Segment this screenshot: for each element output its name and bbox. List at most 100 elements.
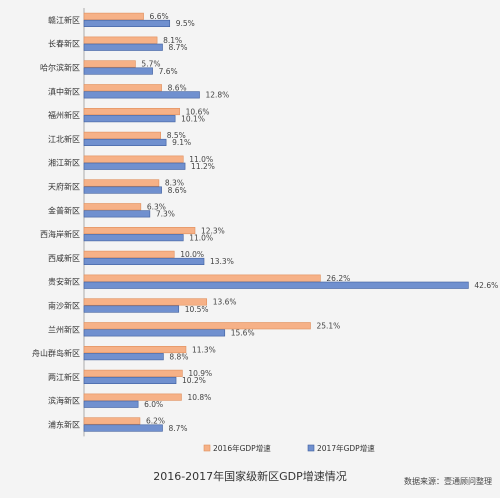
legend-label-2017: 2017年GDP增速 [317,443,375,453]
value-label-2017: 9.1% [172,138,191,147]
bar-2017 [83,210,151,218]
value-label-2016: 8.5% [167,131,186,140]
value-label-2017: 10.5% [185,305,209,314]
legend-swatch-2016 [203,444,211,452]
bar-2017 [83,115,176,123]
value-label-2016: 6.6% [150,12,169,21]
category-label: 天府新区 [48,182,80,192]
bar-2017 [83,424,163,432]
bar-2016 [83,12,144,20]
bar-2017 [83,257,205,266]
legend: 2016年GDP增速 2017年GDP增速 [203,443,375,453]
bar-2016 [83,60,136,68]
value-label-2017: 8.7% [169,424,188,433]
bar-2016 [83,203,142,211]
value-label-2017: 15.6% [231,329,255,338]
bar-2016 [83,250,175,258]
value-label-2016: 6.2% [146,417,165,426]
bar-2017 [83,43,163,51]
category-label: 西海岸新区 [40,229,80,239]
value-label-2016: 25.1% [316,322,340,331]
bar-2017 [83,329,226,337]
legend-swatch-2017 [307,444,315,452]
bars-layer [83,12,469,432]
value-label-2016: 10.6% [186,107,210,116]
labels-layer: 赣江新区 6.6%9.5%长春新区 8.1%8.7%哈尔滨新区 5.7%7.6%滇中新… [32,12,498,433]
category-label: 湘江新区 [48,158,80,168]
bar-2016 [83,298,208,306]
bar-2016 [83,227,196,235]
bar-2016 [83,108,180,116]
category-label: 滇中新区 [48,86,80,96]
value-label-2016: 6.3% [147,203,166,212]
category-label: 滨海新区 [48,396,80,406]
value-label-2016: 8.3% [165,179,184,188]
data-source-note: 数据来源：壹通顾问整理 [404,477,492,486]
bar-2016 [83,417,141,425]
category-label: 赣江新区 [48,15,80,25]
bar-2017 [83,376,177,385]
value-label-2017: 12.8% [205,91,229,100]
value-label-2017: 7.6% [159,67,178,76]
category-label: 兰州新区 [48,324,80,334]
value-label-2017: 8.7% [169,43,188,52]
value-label-2017: 8.6% [168,186,187,195]
bar-2016 [83,393,182,401]
bar-2016 [83,322,311,330]
value-label-2016: 5.7% [141,60,160,69]
value-label-2017: 8.8% [169,352,188,361]
value-label-2017: 7.3% [156,210,175,219]
bar-2016 [83,36,158,44]
bar-2016 [83,155,184,163]
bar-2017 [83,138,167,146]
bar-2017 [83,353,164,361]
bar-2017 [83,186,162,194]
value-label-2017: 10.1% [181,114,205,123]
category-label: 舟山群岛新区 [32,348,80,358]
bar-2016 [83,131,161,139]
value-label-2017: 10.2% [182,376,206,385]
value-label-2016: 26.2% [326,274,350,283]
category-label: 哈尔滨新区 [40,63,80,73]
category-label: 两江新区 [48,372,80,382]
bar-2017 [83,19,171,28]
value-label-2016: 13.6% [213,298,237,307]
value-label-2016: 8.6% [168,84,187,93]
value-label-2016: 8.1% [163,36,182,45]
category-label: 南沙新区 [48,301,80,311]
value-label-2016: 11.3% [192,345,216,354]
value-label-2017: 6.0% [144,400,163,409]
value-label-2016: 10.8% [187,393,211,402]
bar-2017 [83,305,180,313]
category-label: 贵安新区 [48,277,80,287]
bar-2016 [83,274,321,282]
category-label: 长春新区 [48,39,80,49]
bar-2017 [83,281,469,289]
value-label-2017: 11.0% [189,233,213,242]
bar-2016 [83,345,187,354]
bar-2017 [83,400,139,408]
bar-2016 [83,179,160,187]
bar-2017 [83,234,184,242]
chart-title: 2016-2017年国家级新区GDP增速情况 [153,470,347,483]
value-label-2016: 12.3% [201,226,225,235]
value-label-2017: 11.2% [191,162,215,171]
value-label-2016: 10.9% [188,369,212,378]
bar-2016 [83,369,183,377]
category-label: 西咸新区 [48,253,80,263]
category-label: 福州新区 [48,110,80,120]
bar-2017 [83,67,153,75]
value-label-2016: 11.0% [189,155,213,164]
bar-2017 [83,162,186,170]
category-label: 江北新区 [48,134,80,144]
category-label: 金普新区 [48,205,80,215]
value-label-2017: 42.6% [474,281,498,290]
category-label: 浦东新区 [48,420,80,430]
bar-2017 [83,91,200,99]
value-label-2017: 9.5% [176,19,195,28]
value-label-2017: 13.3% [210,257,234,266]
value-label-2016: 10.0% [180,250,204,259]
legend-label-2016: 2016年GDP增速 [213,443,271,453]
